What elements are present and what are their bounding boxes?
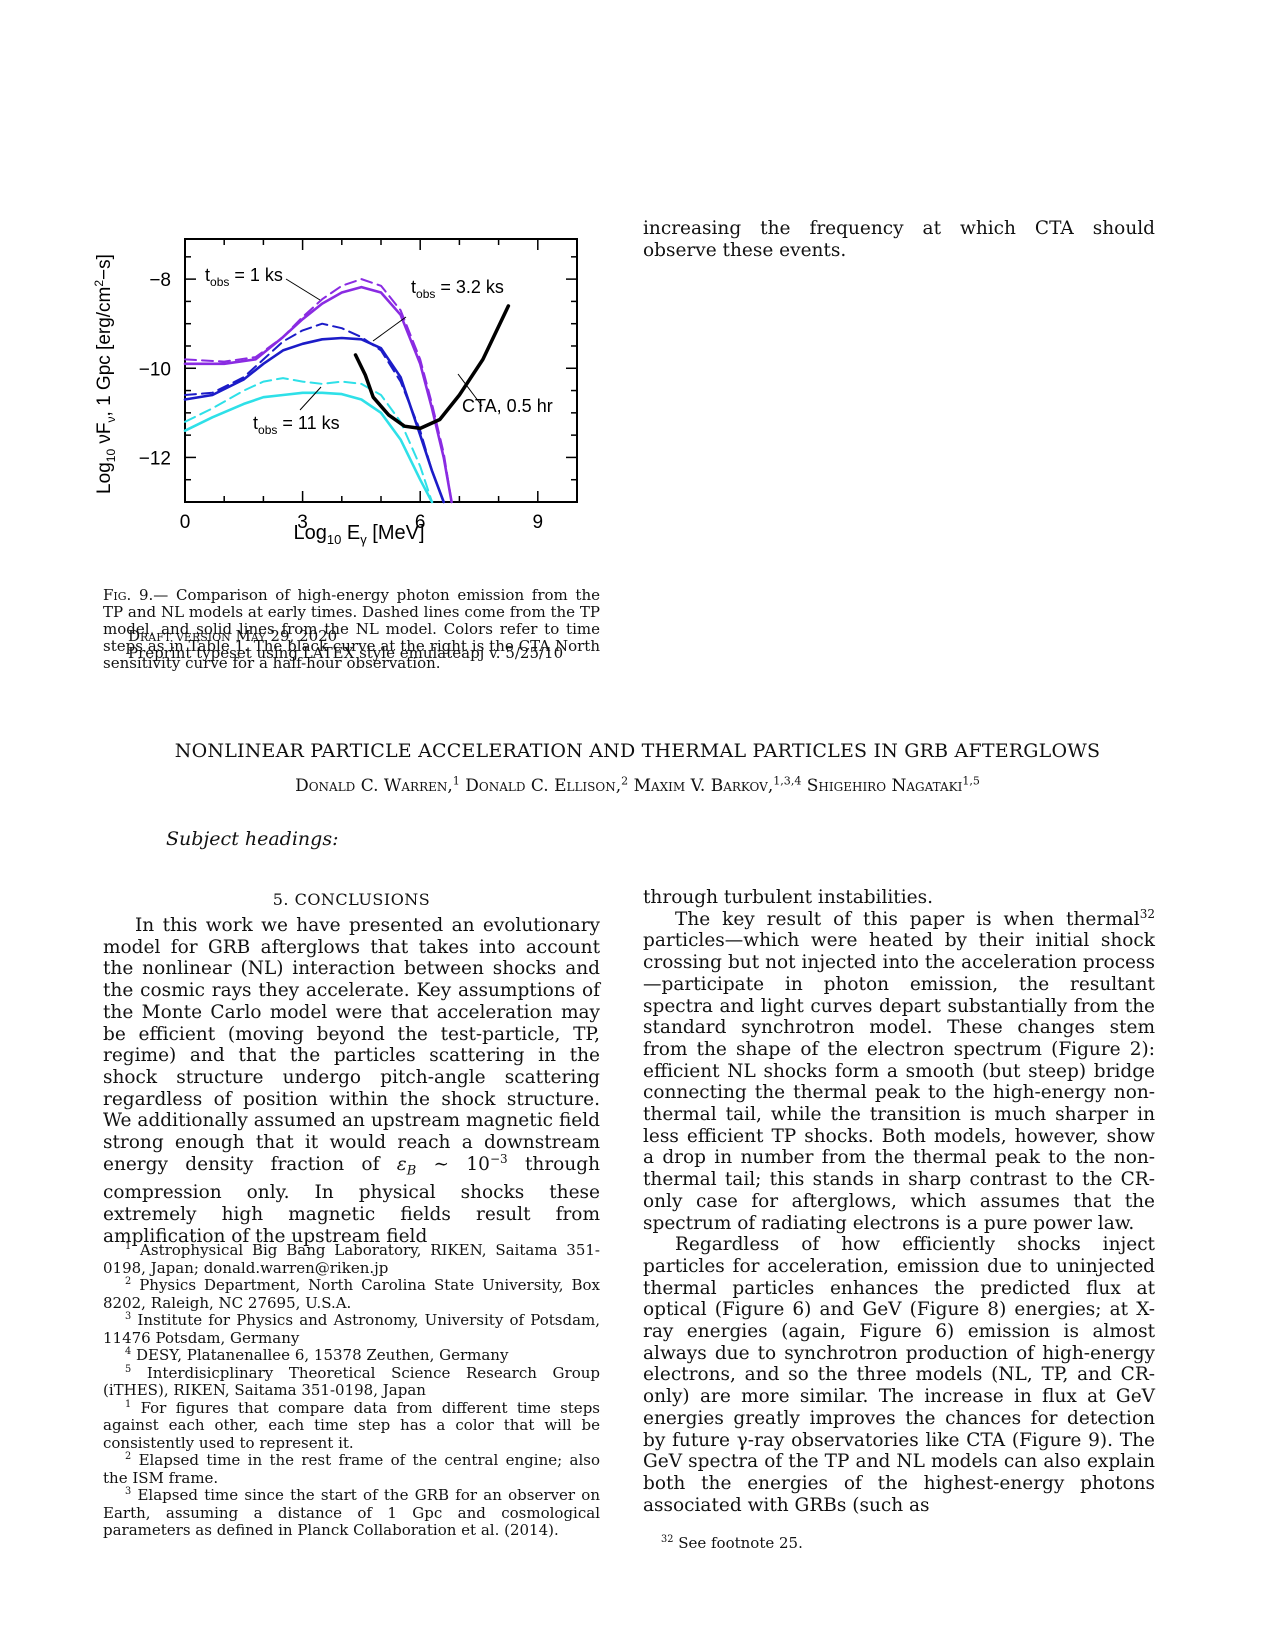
series-line-dashed xyxy=(184,377,433,503)
footnotes: 1 Astrophysical Big Bang Laboratory, RIK… xyxy=(103,1241,600,1540)
section-heading: 5. CONCLUSIONS xyxy=(272,890,431,909)
annotation-tobs-1ks: tobs = 1 ks xyxy=(205,265,283,289)
draft-header: Draft version May 29, 2020 Preprint type… xyxy=(128,628,563,662)
footnote: 2 Physics Department, North Carolina Sta… xyxy=(103,1276,600,1312)
column2-top-text: increasing the frequency at which CTA sh… xyxy=(643,218,1155,261)
author: Donald C. Warren,1 xyxy=(295,774,460,796)
author: Shigehiro Nagataki1,5 xyxy=(806,774,980,796)
series-line-dashed xyxy=(184,322,445,503)
caption-text: Comparison of high-energy photon emissio… xyxy=(103,586,600,672)
series-line-solid xyxy=(183,391,434,504)
x-tick-label: 3 xyxy=(297,512,308,533)
draft-version: Draft version May 29, 2020 xyxy=(128,627,338,645)
series-line-dashed xyxy=(184,278,453,503)
paragraph: In this work we have presented an evolut… xyxy=(103,915,600,1247)
annotation-cta: CTA, 0.5 hr xyxy=(462,396,553,416)
footnote: 3 Institute for Physics and Astronomy, U… xyxy=(103,1311,600,1347)
paragraph: Regardless of how efficiently shocks inj… xyxy=(643,1234,1155,1516)
subject-headings: Subject headings: xyxy=(166,828,339,850)
x-tick-label: 0 xyxy=(180,512,191,533)
x-tick-label: 9 xyxy=(533,512,544,533)
figure-caption: Fig. 9.— Comparison of high-energy photo… xyxy=(103,587,600,672)
plot-ticks: 0 3 6 9 −8 −10 −12 xyxy=(139,239,578,533)
footnote: 1 Astrophysical Big Bang Laboratory, RIK… xyxy=(103,1241,600,1277)
y-tick-label: −10 xyxy=(139,359,171,380)
x-axis-label: Log10 Eγ [MeV] xyxy=(293,522,424,547)
y-tick-label: −8 xyxy=(149,270,171,291)
caption-label: Fig. 9.— xyxy=(103,586,169,604)
author: Donald C. Ellison,2 xyxy=(465,774,629,796)
preprint-note: Preprint typeset using LATEX style emula… xyxy=(128,644,564,662)
footnote: 3 Elapsed time since the start of the GR… xyxy=(103,1486,600,1539)
footnote: 2 Elapsed time in the rest frame of the … xyxy=(103,1451,600,1487)
author-list: Donald C. Warren,1 Donald C. Ellison,2 M… xyxy=(0,774,1275,796)
annotation-tobs-3-2ks: tobs = 3.2 ks xyxy=(411,277,504,301)
paragraph: through turbulent instabilities. xyxy=(643,887,933,908)
footnote: 1 For figures that compare data from dif… xyxy=(103,1398,600,1452)
footnote: 5 Interdisicplinary Theoretical Science … xyxy=(103,1363,600,1399)
annotation-leaders xyxy=(285,278,483,411)
y-tick-label: −12 xyxy=(139,448,171,469)
footnote: 32 See footnote 25. xyxy=(661,1534,803,1552)
series-line-solid xyxy=(183,336,446,504)
column2-body: through turbulent instabilities. The key… xyxy=(643,887,1155,1516)
paragraph: The key result of this paper is when the… xyxy=(643,906,1155,1234)
figure-9-plot: 0 3 6 9 −8 −10 −12 tobs = 1 ks tobs = 3.2 ks t… xyxy=(92,238,578,547)
paper-title: NONLINEAR PARTICLE ACCELERATION AND THER… xyxy=(174,740,1101,762)
figure-9: 0 3 6 9 −8 −10 −12 tobs = 1 ks tobs = 3.2 ks t… xyxy=(88,196,608,576)
x-tick-label: 6 xyxy=(415,512,426,533)
series-line-solid xyxy=(353,304,511,431)
y-axis-label: Log10 νFν, 1 Gpc [erg/cm2−s] xyxy=(92,254,118,494)
series-line-solid xyxy=(183,285,453,504)
plot-curves xyxy=(183,278,511,504)
author: Maxim V. Barkov,1,3,4 xyxy=(633,774,802,796)
annotation-tobs-11ks: tobs = 11 ks xyxy=(253,413,340,437)
footnote: 4 DESY, Platanenallee 6, 15378 Zeuthen, … xyxy=(125,1346,509,1364)
column1-body: In this work we have presented an evolut… xyxy=(103,915,600,1247)
